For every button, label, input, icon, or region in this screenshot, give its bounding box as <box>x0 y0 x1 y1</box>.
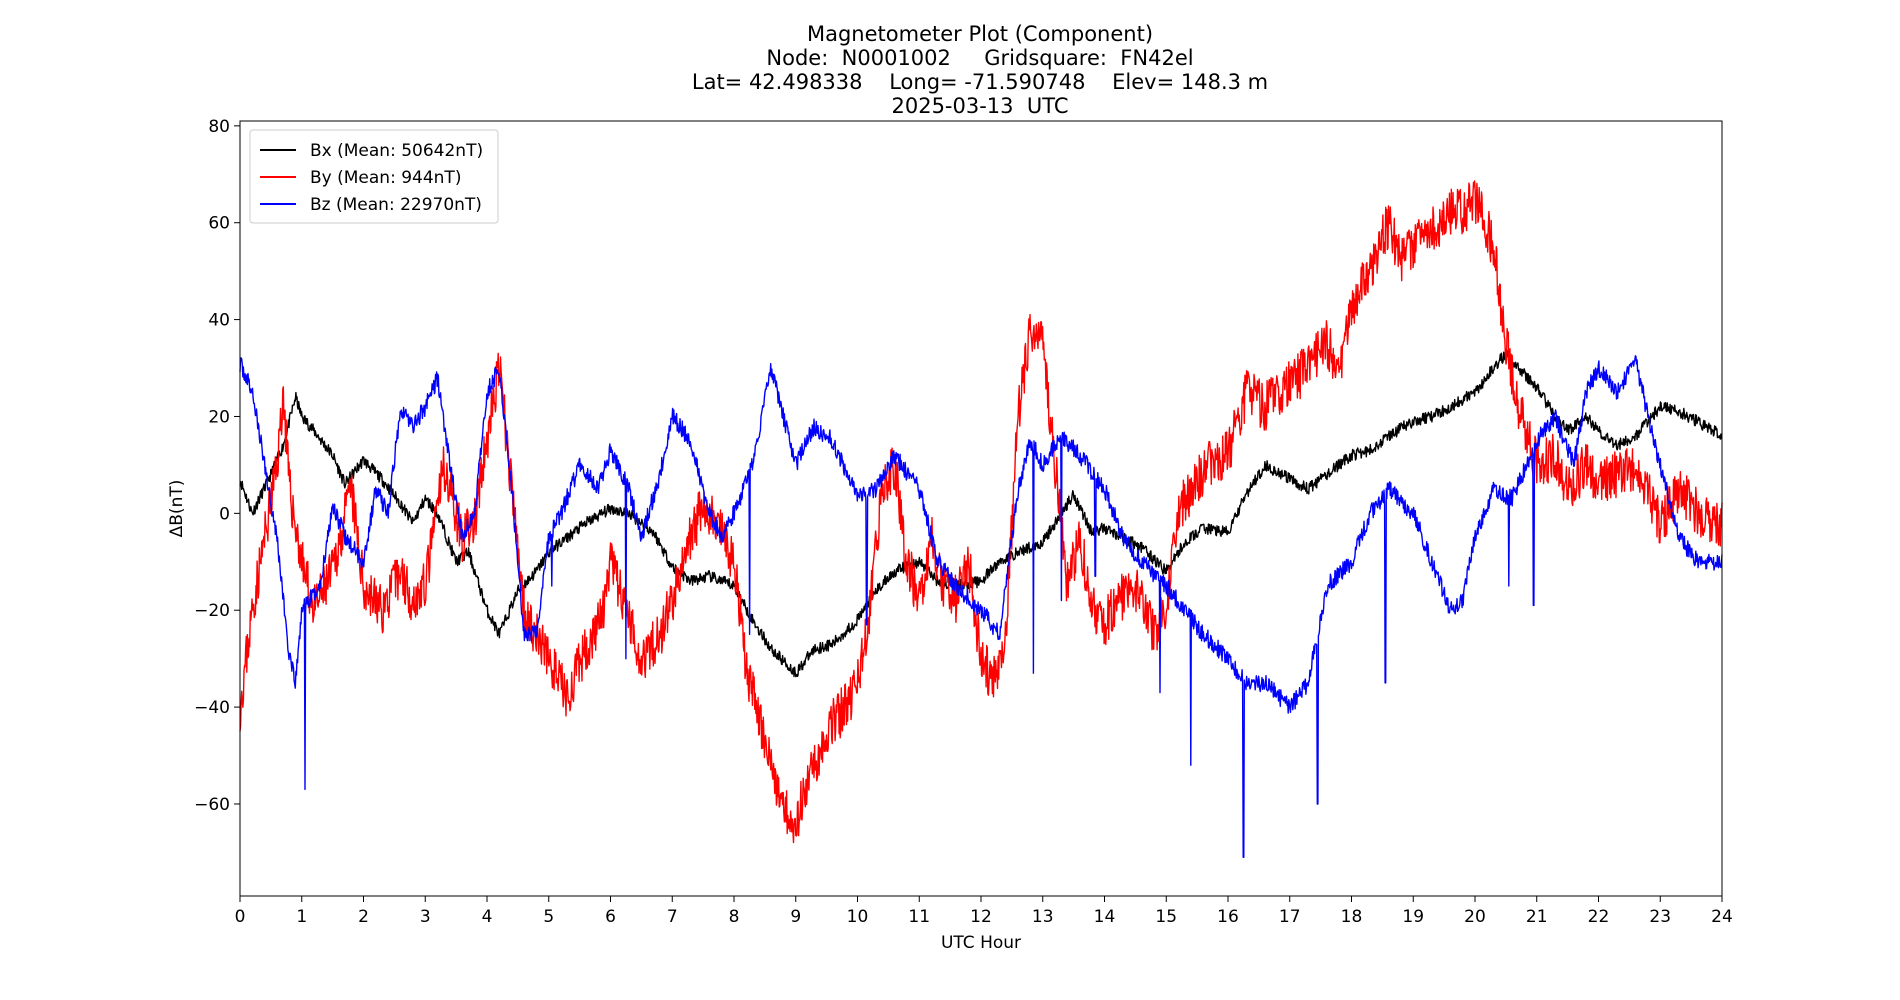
legend-box <box>249 129 499 224</box>
y-tick-label: −60 <box>194 795 230 815</box>
legend: Bx (Mean: 50642nT) By (Mean: 944nT) Bz (Me… <box>249 129 499 224</box>
plot-frame <box>239 120 1723 897</box>
chart-subtitle-date: 2025-03-13 UTC <box>891 94 1069 118</box>
x-tick-label: 10 <box>847 907 869 927</box>
x-tick-label: 2 <box>358 907 369 927</box>
legend-entry: By (Mean: 944nT) <box>310 168 461 188</box>
series-line-2 <box>239 355 1723 858</box>
series-line-1 <box>239 180 1723 844</box>
x-tick-label: 1 <box>296 907 307 927</box>
x-tick-label: 21 <box>1526 907 1548 927</box>
x-tick-label: 15 <box>1155 907 1177 927</box>
chart-subtitle-node: Node: N0001002 Gridsquare: FN42el <box>766 46 1194 70</box>
x-tick-label: 18 <box>1341 907 1363 927</box>
y-axis: −60 −40 −20 0 20 40 60 80 <box>194 117 240 815</box>
x-tick-label: 22 <box>1588 907 1610 927</box>
legend-entry: Bx (Mean: 50642nT) <box>310 141 483 161</box>
x-tick-label: 19 <box>1402 907 1424 927</box>
x-axis-label: UTC Hour <box>941 933 1021 953</box>
y-tick-label: 60 <box>208 214 230 234</box>
x-tick-label: 3 <box>420 907 431 927</box>
y-axis-label: ΔB(nT) <box>167 480 187 538</box>
chart-title: Magnetometer Plot (Component) <box>806 22 1154 46</box>
x-tick-label: 4 <box>482 907 493 927</box>
x-tick-label: 16 <box>1217 907 1239 927</box>
x-tick-label: 9 <box>790 907 801 927</box>
x-tick-label: 5 <box>543 907 554 927</box>
y-tick-label: 0 <box>219 504 230 524</box>
y-tick-label: −20 <box>194 601 230 621</box>
y-tick-label: 40 <box>208 311 230 331</box>
x-tick-label: 20 <box>1464 907 1486 927</box>
chart-subtitle-location: Lat= 42.498338 Long= -71.590748 Elev= 14… <box>691 70 1269 94</box>
legend-entry: Bz (Mean: 22970nT) <box>310 195 482 215</box>
y-tick-label: 20 <box>208 407 230 427</box>
x-tick-label: 0 <box>235 907 246 927</box>
x-tick-label: 7 <box>667 907 678 927</box>
x-tick-label: 14 <box>1094 907 1116 927</box>
x-tick-label: 13 <box>1032 907 1054 927</box>
x-axis: 0 1 2 3 4 5 6 7 8 9 10 11 12 13 14 15 16 17 18 19 20 21 22 23 24 <box>235 896 1733 927</box>
y-tick-label: 80 <box>208 117 230 137</box>
x-tick-label: 8 <box>729 907 740 927</box>
x-tick-label: 17 <box>1279 907 1301 927</box>
x-tick-label: 11 <box>908 907 930 927</box>
series-line-0 <box>239 348 1723 678</box>
x-tick-label: 23 <box>1649 907 1671 927</box>
x-tick-label: 12 <box>970 907 992 927</box>
x-tick-label: 6 <box>605 907 616 927</box>
x-tick-label: 24 <box>1711 907 1733 927</box>
series-layer <box>239 180 1723 858</box>
y-tick-label: −40 <box>194 698 230 718</box>
